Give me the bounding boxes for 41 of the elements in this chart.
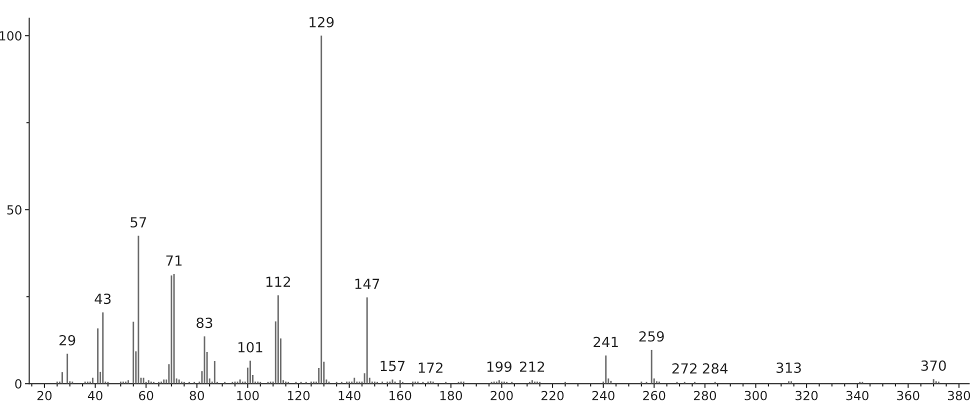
- annotation: 199: [487, 361, 512, 372]
- x-tick-label: 60: [138, 390, 154, 400]
- annotation: 370: [921, 360, 946, 371]
- x-tick-label: 340: [846, 390, 868, 400]
- x-tick-label: 320: [796, 390, 818, 400]
- x-tick-label: 80: [190, 390, 204, 400]
- x-tick-label: 280: [694, 390, 716, 400]
- x-tick-label: 360: [897, 390, 920, 400]
- x-tick-label: 240: [592, 390, 614, 400]
- annotation: 29: [60, 334, 76, 346]
- annotation: 172: [418, 362, 442, 373]
- annotation: 147: [355, 278, 380, 289]
- y-tick-label: 100: [0, 31, 22, 41]
- annotation: 101: [238, 342, 262, 352]
- x-tick-label: 120: [288, 390, 310, 400]
- x-tick-label: 220: [542, 390, 564, 400]
- annotation: 259: [639, 331, 664, 342]
- y-tick-label: 0: [15, 379, 22, 389]
- y-tick-label: 50: [7, 205, 22, 215]
- x-tick-label: 380: [948, 390, 970, 400]
- annotation: 212: [520, 361, 544, 372]
- annotation: 272: [672, 363, 696, 374]
- x-tick-label: 20: [37, 390, 52, 400]
- annotation: 241: [594, 336, 618, 348]
- x-tick-label: 300: [744, 390, 767, 400]
- x-tick-label: 260: [643, 390, 666, 400]
- annotation: 83: [196, 318, 212, 328]
- annotation: 112: [266, 276, 290, 287]
- annotation: 157: [380, 360, 405, 372]
- x-tick-label: 160: [390, 390, 412, 400]
- annotation: 129: [310, 16, 334, 28]
- annotation: 43: [94, 294, 111, 304]
- annotation: 284: [702, 363, 728, 374]
- x-tick-label: 180: [440, 390, 462, 400]
- x-tick-label: 140: [338, 390, 360, 400]
- x-tick-label: 100: [237, 390, 259, 400]
- annotation: 71: [166, 255, 182, 266]
- x-tick-label: 40: [88, 390, 102, 400]
- x-tick-label: 200: [490, 390, 513, 400]
- annotation: 57: [130, 217, 146, 228]
- annotation: 313: [776, 362, 801, 373]
